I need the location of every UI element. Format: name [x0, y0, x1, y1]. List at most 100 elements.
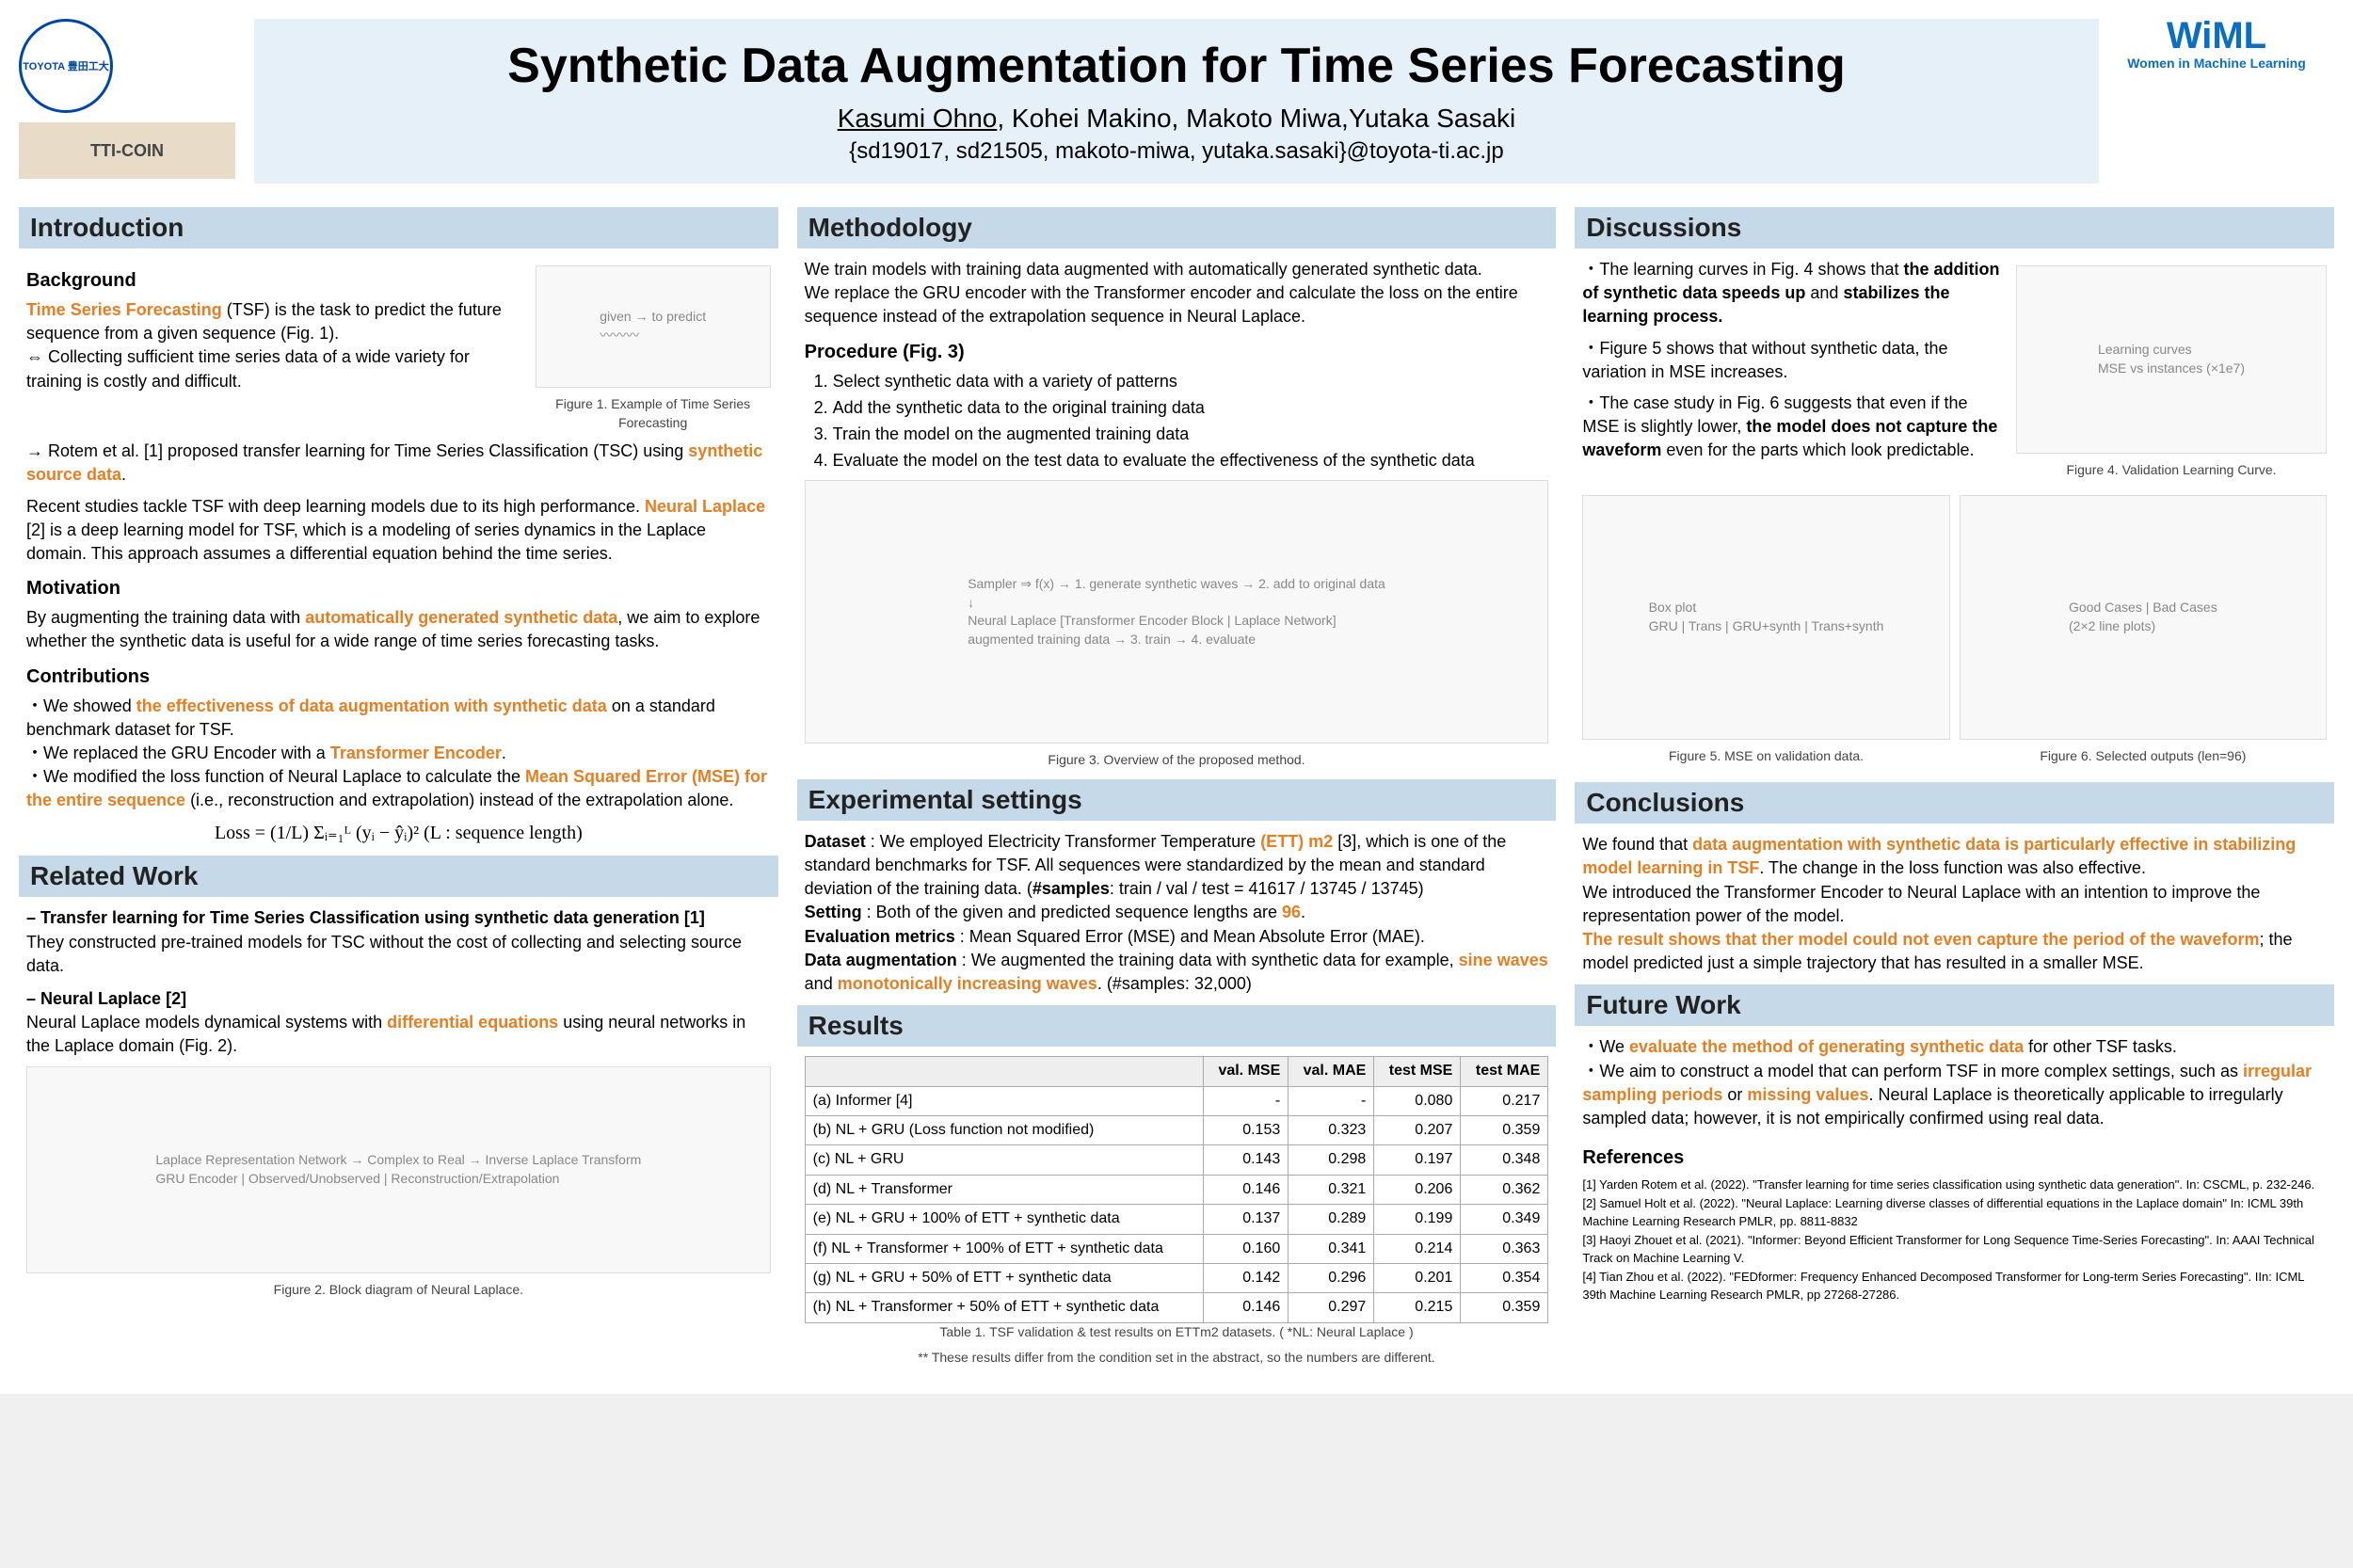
table-cell: (a) Informer [4] [805, 1086, 1203, 1115]
disc-1: ・The learning curves in Fig. 4 shows tha… [1582, 258, 2007, 329]
motivation-label: Motivation [26, 575, 771, 601]
figure-5: Box plotGRU | Trans | GRU+synth | Trans+… [1582, 495, 1949, 740]
disc-title: Discussions [1575, 207, 2334, 248]
table1-note: ** These results differ from the conditi… [805, 1349, 1549, 1368]
wiml-logo: WiML Women in Machine Learning [2127, 19, 2306, 70]
authors: Kasumi Ohno, Kohei Makino, Makoto Miwa,Y… [264, 104, 2089, 134]
table-cell: 0.359 [1461, 1293, 1548, 1322]
proc-4: Evaluate the model on the test data to e… [833, 449, 1549, 472]
logos-right: WiML Women in Machine Learning [2099, 19, 2334, 70]
fig1-caption: Figure 1. Example of Time Series Forecas… [536, 395, 771, 432]
related-title: Related Work [19, 856, 778, 897]
method-title: Methodology [797, 207, 1557, 248]
table-cell: 0.146 [1204, 1175, 1289, 1204]
table-cell: 0.215 [1374, 1293, 1461, 1322]
table-cell: 0.289 [1289, 1205, 1374, 1234]
table-cell: 0.323 [1289, 1116, 1374, 1145]
references: [1] Yarden Rotem et al. (2022). "Transfe… [1582, 1176, 2327, 1304]
ref-1: [1] Yarden Rotem et al. (2022). "Transfe… [1582, 1176, 2327, 1194]
table-cell: 0.341 [1289, 1234, 1374, 1263]
table-cell: 0.160 [1204, 1234, 1289, 1263]
table-cell: 0.206 [1374, 1175, 1461, 1204]
table-cell: 0.297 [1289, 1293, 1374, 1322]
emails: {sd19017, sd21505, makoto-miwa, yutaka.s… [264, 138, 2089, 165]
table-cell: - [1289, 1086, 1374, 1115]
table-cell: 0.354 [1461, 1263, 1548, 1292]
table-cell: 0.298 [1289, 1145, 1374, 1175]
con-3: ・We modified the loss function of Neural… [26, 765, 771, 812]
ref-3: [3] Haoyi Zhouet et al. (2021). "Informe… [1582, 1231, 2327, 1268]
concl-2: We introduced the Transformer Encoder to… [1582, 881, 2327, 928]
results-title: Results [797, 1005, 1557, 1047]
concl-3: The result shows that ther model could n… [1582, 928, 2327, 975]
table-cell: 0.363 [1461, 1234, 1548, 1263]
figure-3: Sampler ⇒ f(x) → 1. generate synthetic w… [805, 480, 1549, 744]
table-cell: 0.137 [1204, 1205, 1289, 1234]
concl-title: Conclusions [1575, 782, 2334, 824]
header: TOYOTA 豊田工大 TTI-COIN Synthetic Data Augm… [19, 19, 2334, 184]
exp-setting: Setting : Both of the given and predicte… [805, 901, 1549, 924]
logos-left: TOYOTA 豊田工大 TTI-COIN [19, 19, 254, 179]
proc-3: Train the model on the augmented trainin… [833, 423, 1549, 446]
table-cell: 0.201 [1374, 1263, 1461, 1292]
intro-rotem: → Rotem et al. [1] proposed transfer lea… [26, 440, 771, 487]
table-cell: 0.197 [1374, 1145, 1461, 1175]
loss-formula: Loss = (1/L) Σᵢ₌₁ᴸ (yᵢ − ŷᵢ)² (L : seque… [26, 820, 771, 846]
fig5-caption: Figure 5. MSE on validation data. [1582, 747, 1949, 766]
columns: Introduction Background Time Series Fore… [19, 198, 2334, 1375]
con-2: ・We replaced the GRU Encoder with a Tran… [26, 742, 771, 765]
table-cell: (f) NL + Transformer + 100% of ETT + syn… [805, 1234, 1203, 1263]
fig4-caption: Figure 4. Validation Learning Curve. [2016, 461, 2327, 480]
figure-1: given → to predict〰〰〰 [536, 265, 771, 388]
method-p2: We replace the GRU encoder with the Tran… [805, 281, 1549, 328]
exp-title: Experimental settings [797, 779, 1557, 821]
intro-bg-1: Time Series Forecasting (TSF) is the tas… [26, 298, 526, 345]
rw1-title: – Transfer learning for Time Series Clas… [26, 906, 771, 930]
table-cell: 0.348 [1461, 1145, 1548, 1175]
table-cell: (e) NL + GRU + 100% of ETT + synthetic d… [805, 1205, 1203, 1234]
rw1-body: They constructed pre-trained models for … [26, 931, 771, 978]
table-cell: 0.207 [1374, 1116, 1461, 1145]
method-p1: We train models with training data augme… [805, 258, 1549, 281]
table-cell: 0.296 [1289, 1263, 1374, 1292]
table-cell: 0.146 [1204, 1293, 1289, 1322]
figure-2: Laplace Representation Network → Complex… [26, 1066, 771, 1273]
disc-3: ・The case study in Fig. 6 suggests that … [1582, 392, 2007, 463]
disc-2: ・Figure 5 shows that without synthetic d… [1582, 337, 2007, 384]
fig3-caption: Figure 3. Overview of the proposed metho… [805, 751, 1549, 770]
future-2: ・We aim to construct a model that can pe… [1582, 1060, 2327, 1131]
table-cell: 0.362 [1461, 1175, 1548, 1204]
poster-root: TOYOTA 豊田工大 TTI-COIN Synthetic Data Augm… [0, 0, 2353, 1394]
table-cell: 0.143 [1204, 1145, 1289, 1175]
rw2-body: Neural Laplace models dynamical systems … [26, 1011, 771, 1058]
motivation-text: By augmenting the training data with aut… [26, 606, 771, 653]
proc-1: Select synthetic data with a variety of … [833, 370, 1549, 393]
table-cell: (b) NL + GRU (Loss function not modified… [805, 1116, 1203, 1145]
poster-title: Synthetic Data Augmentation for Time Ser… [264, 38, 2089, 94]
future-1: ・We evaluate the method of generating sy… [1582, 1035, 2327, 1059]
title-block: Synthetic Data Augmentation for Time Ser… [254, 19, 2099, 184]
procedure-list: Select synthetic data with a variety of … [833, 370, 1549, 473]
table-cell: (c) NL + GRU [805, 1145, 1203, 1175]
toyota-logo: TOYOTA 豊田工大 [19, 19, 113, 113]
rw2-title: – Neural Laplace [2] [26, 987, 771, 1011]
refs-label: References [1582, 1144, 2327, 1171]
table-cell: - [1204, 1086, 1289, 1115]
fig2-caption: Figure 2. Block diagram of Neural Laplac… [26, 1281, 771, 1300]
table-cell: 0.321 [1289, 1175, 1374, 1204]
figure-6: Good Cases | Bad Cases(2×2 line plots) [1960, 495, 2327, 740]
table-cell: (h) NL + Transformer + 50% of ETT + synt… [805, 1293, 1203, 1322]
concl-1: We found that data augmentation with syn… [1582, 833, 2327, 880]
table-cell: 0.080 [1374, 1086, 1461, 1115]
intro-recent: Recent studies tackle TSF with deep lear… [26, 495, 771, 567]
intro-title: Introduction [19, 207, 778, 248]
table1-caption: Table 1. TSF validation & test results o… [805, 1323, 1549, 1342]
table-cell: 0.359 [1461, 1116, 1548, 1145]
contributions-label: Contributions [26, 664, 771, 690]
tti-coin-logo: TTI-COIN [19, 122, 235, 179]
table-cell: 0.153 [1204, 1116, 1289, 1145]
table-cell: 0.217 [1461, 1086, 1548, 1115]
background-label: Background [26, 267, 526, 294]
exp-augmentation: Data augmentation : We augmented the tra… [805, 949, 1549, 996]
col-middle: Methodology We train models with trainin… [797, 198, 1557, 1375]
